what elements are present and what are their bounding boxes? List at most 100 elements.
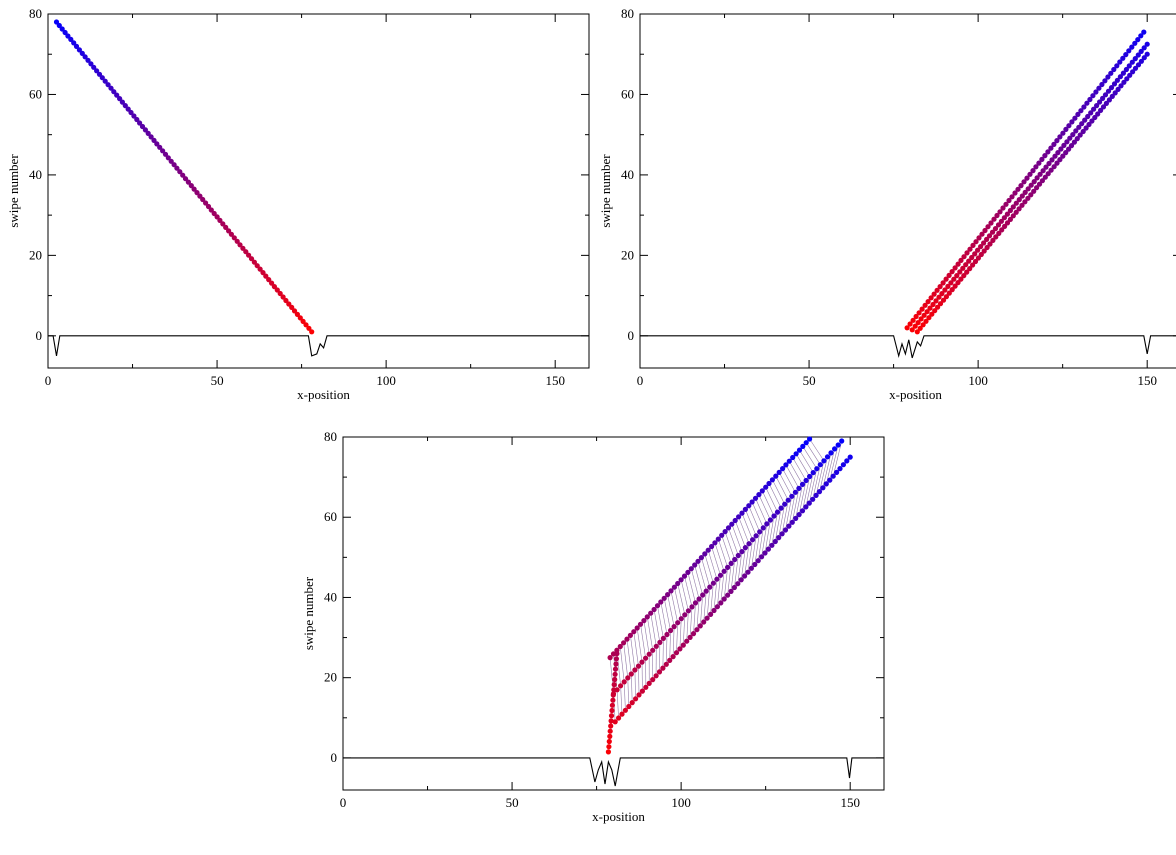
data-point (736, 514, 742, 520)
connector-line (771, 512, 778, 546)
data-point (1078, 108, 1084, 114)
data-point (807, 473, 813, 480)
y-axis-label: swipe number (598, 154, 613, 228)
data-point (71, 40, 77, 46)
data-point (732, 556, 738, 563)
y-axis-label: swipe number (301, 576, 316, 650)
x-tick-label: 150 (840, 795, 860, 810)
connector-line (626, 639, 632, 675)
data-point (936, 294, 942, 300)
connector-line (772, 479, 785, 505)
data-point (671, 584, 678, 590)
data-point (257, 266, 263, 272)
data-point (765, 546, 772, 552)
connector-line (754, 531, 761, 565)
connector-line (703, 591, 707, 623)
connector-line (623, 681, 626, 711)
data-point (752, 561, 758, 568)
data-point (663, 661, 669, 667)
x-tick-label: 150 (1137, 373, 1157, 388)
connector-line (727, 563, 732, 596)
data-point (964, 250, 970, 256)
data-point (205, 203, 212, 210)
data-point (271, 284, 277, 290)
data-point (985, 224, 991, 230)
data-point (943, 276, 949, 282)
data-point (933, 298, 939, 304)
data-point (1088, 110, 1094, 116)
data-point (1118, 83, 1124, 89)
data-point (1105, 88, 1112, 94)
data-point (661, 595, 667, 601)
data-point (1093, 89, 1099, 95)
data-point (1051, 164, 1057, 170)
data-point (1112, 90, 1118, 96)
y-tick-label: 40 (324, 589, 337, 604)
data-point (1127, 72, 1133, 78)
data-point (967, 246, 973, 252)
data-point (707, 584, 713, 590)
data-point (925, 299, 931, 305)
data-point (698, 555, 705, 561)
data-point (88, 61, 94, 67)
data-point (131, 113, 137, 119)
data-point (702, 551, 708, 557)
data-point (1117, 59, 1123, 65)
data-point (935, 304, 941, 310)
data-point (810, 496, 816, 502)
data-point (764, 521, 770, 527)
x-axis-label: x-position (592, 809, 645, 824)
x-tick-label: 50 (211, 373, 224, 388)
data-point (692, 562, 698, 568)
connector-line (693, 602, 696, 634)
data-point (916, 310, 922, 316)
data-point (972, 258, 979, 265)
data-point (1037, 171, 1043, 177)
data-point (1109, 93, 1115, 99)
data-point (749, 499, 755, 505)
connector-line (619, 646, 625, 682)
data-point (975, 247, 981, 253)
connector-line (778, 472, 793, 497)
data-point (1080, 128, 1086, 135)
data-point (168, 158, 174, 164)
data-point (1105, 74, 1111, 80)
data-point (746, 541, 752, 547)
data-point (731, 584, 738, 591)
data-point (821, 458, 827, 464)
connector-line (734, 555, 739, 588)
data-point (680, 642, 686, 648)
data-point (1055, 150, 1061, 156)
data-point (656, 669, 663, 675)
data-point (1042, 174, 1048, 180)
data-point (1082, 117, 1088, 123)
data-point (989, 229, 996, 235)
data-point (927, 305, 933, 311)
data-point (972, 251, 978, 257)
data-point (728, 560, 734, 567)
connector-line (683, 614, 686, 646)
data-point (996, 230, 1002, 236)
data-point (220, 221, 226, 227)
connector-line (755, 498, 768, 525)
data-point (910, 317, 916, 323)
data-point (918, 316, 924, 322)
connector-line (761, 523, 768, 557)
connector-line (737, 551, 743, 584)
data-point (1069, 119, 1075, 125)
data-point (769, 477, 776, 483)
data-point (105, 82, 111, 88)
data-point (1081, 104, 1087, 110)
data-point (1028, 192, 1034, 198)
data-point (608, 713, 615, 719)
data-point (827, 477, 833, 483)
data-point (773, 473, 779, 479)
data-point (177, 169, 183, 175)
data-point (742, 545, 749, 551)
data-point (660, 635, 667, 642)
connector-line (714, 542, 725, 572)
data-point (786, 458, 792, 464)
data-point (813, 492, 819, 498)
data-point (677, 646, 683, 652)
data-point (990, 237, 996, 243)
